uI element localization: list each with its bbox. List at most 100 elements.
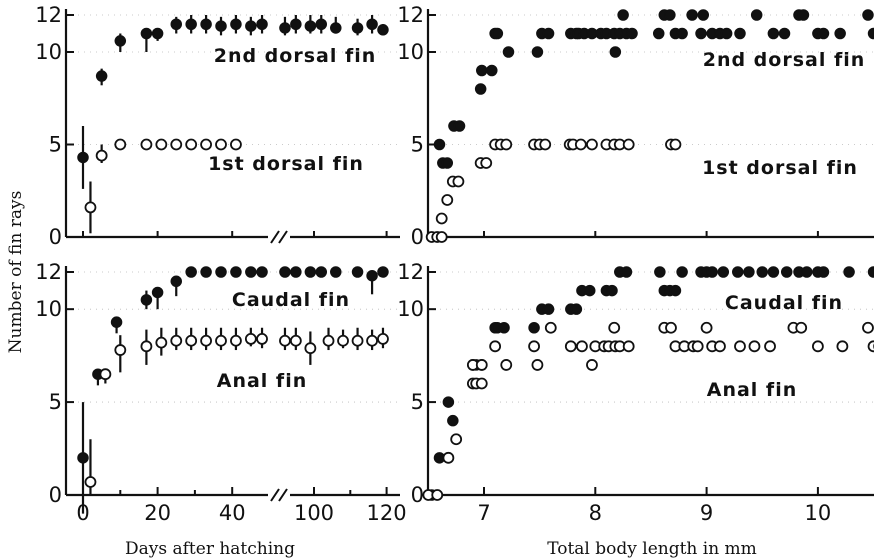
2nd-dorsal-fin-point <box>686 9 698 21</box>
caudal-fin-point <box>304 266 317 278</box>
length-x-tick-label: 10 <box>805 501 832 525</box>
bottom-left-axis-break-1 <box>270 488 280 502</box>
top-right-y-tick-label: 5 <box>411 133 424 157</box>
1st-dorsal-fin-point <box>435 212 448 225</box>
2nd-dorsal-fin-point <box>474 83 487 95</box>
top-left-y-tick-label: 0 <box>49 225 62 249</box>
1st-dorsal-fin-point <box>200 138 212 151</box>
caudal-fin-point <box>366 269 378 282</box>
1st-dorsal-fin-point <box>114 138 127 151</box>
days-x-tick-label: 120 <box>367 501 407 525</box>
1st-dorsal-fin-point <box>155 138 168 151</box>
x-axis-title-days: Days after hatching <box>125 539 295 559</box>
1st-dorsal-fin-point <box>452 175 465 188</box>
caudal-fin-point <box>817 266 830 278</box>
top-left-y-tick-label: 5 <box>49 133 62 157</box>
gridlines <box>66 14 874 403</box>
anal-fin-point <box>764 340 776 353</box>
fin-label-anal-fin: Anal fin <box>707 379 798 401</box>
2nd-dorsal-fin-point <box>617 9 629 21</box>
2nd-dorsal-fin-point <box>664 9 676 21</box>
anal-fin-point <box>862 321 874 334</box>
2nd-dorsal-fin-point <box>140 27 153 40</box>
anal-fin-point <box>442 451 455 464</box>
bottom-right-y-tick-label: 10 <box>397 297 424 321</box>
caudal-fin-point <box>732 266 744 278</box>
anal-fin-point <box>576 340 588 353</box>
fin-label-1st-dorsal-fin: 1st dorsal fin <box>208 153 364 175</box>
caudal-fin-point <box>200 266 212 278</box>
anal-fin-point <box>200 334 212 347</box>
caudal-fin-point <box>185 266 197 278</box>
top-right-y-tick-label: 10 <box>397 40 424 64</box>
anal-fin-point <box>748 340 761 353</box>
anal-fin-point <box>170 334 183 347</box>
2nd-dorsal-fin-point <box>767 27 780 40</box>
bottom-right-y-tick-label: 5 <box>411 390 424 414</box>
fin-label-caudal-fin: Caudal fin <box>232 289 350 311</box>
caudal-fin-point <box>330 266 342 278</box>
2nd-dorsal-fin-point <box>867 27 874 40</box>
anal-fin-point <box>812 340 824 353</box>
1st-dorsal-fin-point <box>84 201 97 214</box>
2nd-dorsal-fin-point <box>502 46 515 58</box>
1st-dorsal-fin-point <box>669 138 682 151</box>
anal-fin-point <box>608 321 621 334</box>
2nd-dorsal-fin-point <box>114 35 127 47</box>
2nd-dorsal-fin-point <box>77 151 89 164</box>
2nd-dorsal-fin-point <box>215 20 227 32</box>
anal-fin-point <box>500 359 513 371</box>
2nd-dorsal-fin-point <box>304 20 317 32</box>
bottom-right-y-tick-label: 12 <box>397 260 424 284</box>
caudal-fin-point <box>110 316 123 328</box>
top-left-y-tick-label: 10 <box>35 40 62 64</box>
anal-fin-point <box>489 340 502 353</box>
anal-fin-point <box>622 340 635 353</box>
2nd-dorsal-fin-point <box>200 18 212 30</box>
panel-labels: 2nd dorsal fin 1st dorsal fin 2nd dorsal f… <box>208 45 866 401</box>
fin-label-2nd-dorsal-fin: 2nd dorsal fin <box>703 49 866 71</box>
2nd-dorsal-fin-point <box>531 46 544 58</box>
2nd-dorsal-fin-point <box>170 18 182 30</box>
1st-dorsal-fin-point <box>140 138 153 151</box>
1st-dorsal-fin-point <box>480 157 493 169</box>
anal-fin-point <box>366 334 378 347</box>
1st-dorsal-fin-point <box>95 149 108 162</box>
data-marks <box>77 9 874 514</box>
anal-fin-point <box>867 340 874 353</box>
caudal-fin-point <box>843 266 855 278</box>
1st-dorsal-fin-point <box>500 138 513 151</box>
caudal-fin-point <box>377 266 389 278</box>
anal-fin-point <box>114 344 127 356</box>
anal-fin-point <box>431 489 444 501</box>
caudal-fin-point <box>583 284 596 297</box>
anal-fin-point <box>734 340 746 353</box>
caudal-fin-point <box>780 266 793 278</box>
2nd-dorsal-fin-point <box>491 27 504 40</box>
caudal-fin-point <box>528 322 540 334</box>
caudal-fin-point <box>767 266 780 278</box>
anal-fin-point <box>256 332 268 345</box>
caudal-fin-point <box>245 266 257 278</box>
length-x-tick-label: 9 <box>700 501 713 525</box>
caudal-fin-point <box>279 266 291 278</box>
2nd-dorsal-fin-point <box>862 9 874 21</box>
top-right-y-tick-label: 0 <box>411 225 424 249</box>
1st-dorsal-fin-point <box>574 138 587 151</box>
fin-label-1st-dorsal-fin: 1st dorsal fin <box>702 157 858 179</box>
caudal-fin-point <box>676 266 688 278</box>
1st-dorsal-fin-point <box>622 138 635 151</box>
caudal-fin-point <box>290 266 302 278</box>
anal-fin-point <box>714 340 726 353</box>
fin-label-anal-fin: Anal fin <box>217 370 308 392</box>
anal-fin-point <box>475 359 488 371</box>
2nd-dorsal-fin-point <box>695 27 707 40</box>
days-x-tick-label: 20 <box>144 501 171 525</box>
2nd-dorsal-fin-point <box>720 27 733 40</box>
anal-fin-point <box>691 340 704 353</box>
anal-fin-point <box>450 433 463 446</box>
2nd-dorsal-fin-point <box>476 64 488 77</box>
anal-fin-point <box>337 334 349 347</box>
anal-fin-point <box>304 342 317 355</box>
